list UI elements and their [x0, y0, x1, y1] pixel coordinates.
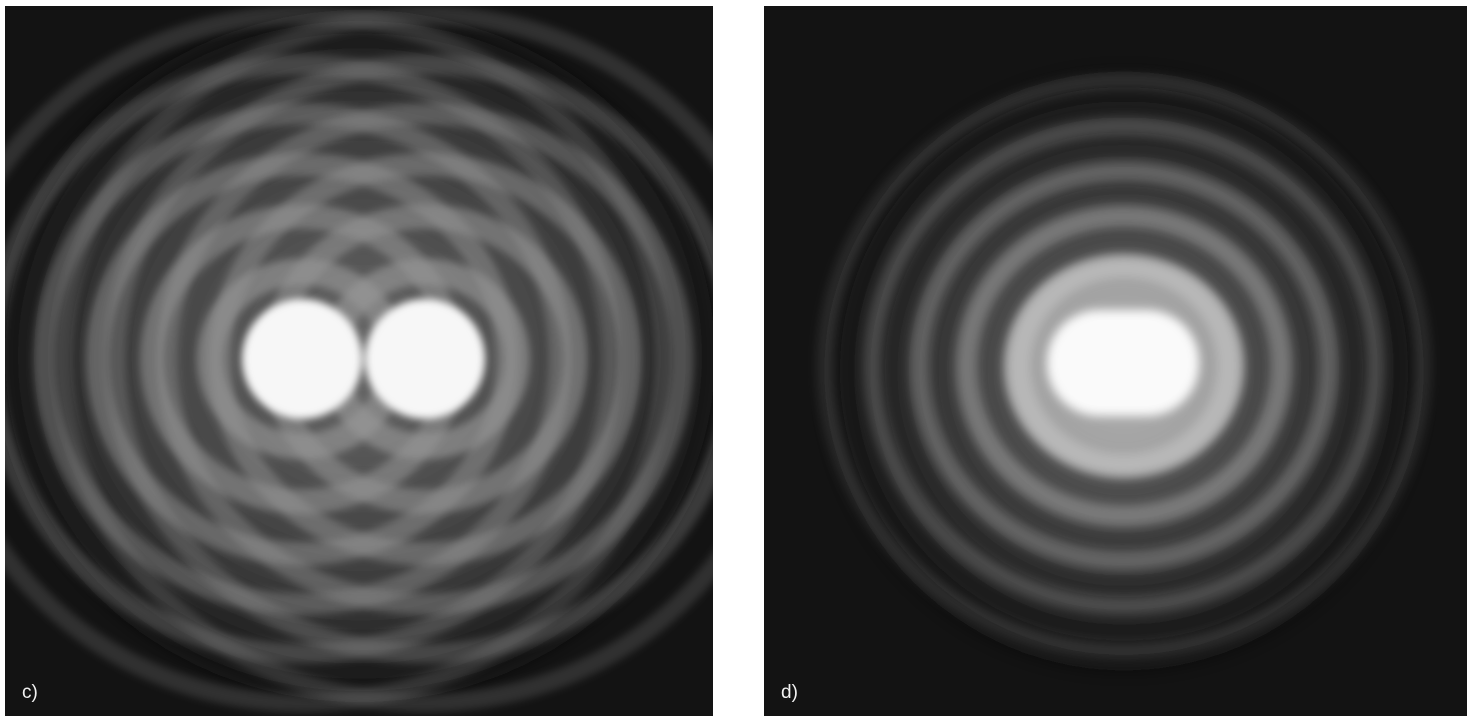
diffraction-ring — [955, 205, 1293, 527]
diffraction-pattern-d — [764, 6, 1467, 716]
diffraction-ring — [863, 117, 1385, 615]
diffraction-ring — [816, 73, 1432, 659]
panel-label-c: c) — [22, 682, 38, 703]
diffraction-ring — [53, 6, 713, 713]
diffraction-ring — [5, 6, 674, 713]
diffraction-ring — [909, 161, 1339, 571]
diffraction-image-c: c) — [5, 6, 713, 716]
diffraction-ring — [156, 103, 694, 615]
diffraction-ring — [5, 54, 622, 664]
diffraction-ring — [33, 103, 571, 615]
diffraction-ring — [208, 152, 642, 566]
diffraction-image-d: d) — [764, 6, 1467, 716]
panel-label-d: d) — [781, 682, 798, 703]
diffraction-ring — [105, 54, 713, 664]
diffraction-pattern-c — [5, 6, 713, 716]
